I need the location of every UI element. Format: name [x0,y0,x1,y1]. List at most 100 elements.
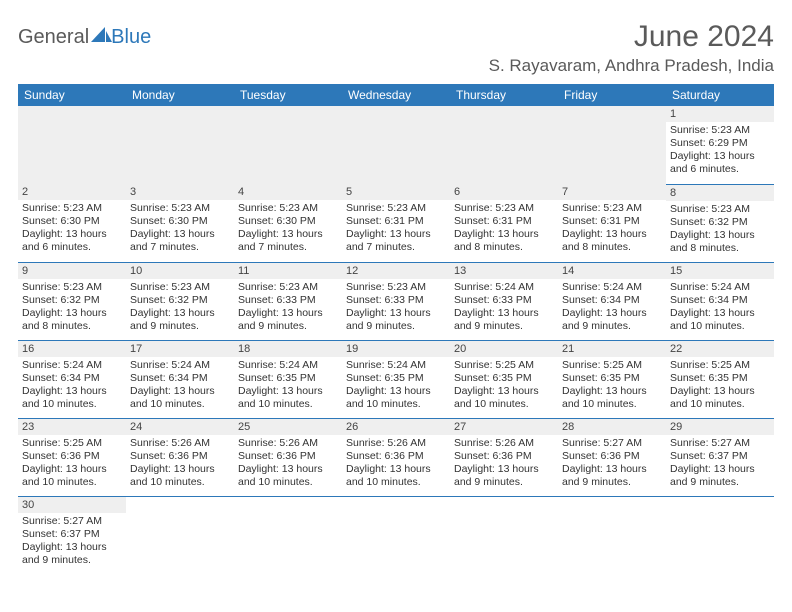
daylight-text: Daylight: 13 hours and 10 minutes. [346,463,446,489]
day-number: 22 [666,341,774,357]
sunset-text: Sunset: 6:33 PM [238,294,338,307]
sunset-text: Sunset: 6:33 PM [454,294,554,307]
calendar-day-cell: 25Sunrise: 5:26 AMSunset: 6:36 PMDayligh… [234,418,342,496]
day-number: 11 [234,263,342,279]
calendar-day-cell: 10Sunrise: 5:23 AMSunset: 6:32 PMDayligh… [126,262,234,340]
sunrise-text: Sunrise: 5:23 AM [562,202,662,215]
calendar-day-cell: 16Sunrise: 5:24 AMSunset: 6:34 PMDayligh… [18,340,126,418]
sunrise-text: Sunrise: 5:23 AM [130,202,230,215]
day-number: 16 [18,341,126,357]
sunrise-text: Sunrise: 5:24 AM [346,359,446,372]
day-details: Sunrise: 5:27 AMSunset: 6:37 PMDaylight:… [666,435,774,494]
calendar-day-cell: .. [666,496,774,574]
daylight-text: Daylight: 13 hours and 6 minutes. [670,150,770,176]
calendar-day-cell: .. [342,496,450,574]
sunrise-text: Sunrise: 5:24 AM [670,281,770,294]
sunset-text: Sunset: 6:32 PM [22,294,122,307]
day-number: 23 [18,419,126,435]
day-details: Sunrise: 5:26 AMSunset: 6:36 PMDaylight:… [342,435,450,494]
daylight-text: Daylight: 13 hours and 7 minutes. [130,228,230,254]
calendar-day-cell: 2Sunrise: 5:23 AMSunset: 6:30 PMDaylight… [18,184,126,262]
calendar-day-cell: 12Sunrise: 5:23 AMSunset: 6:33 PMDayligh… [342,262,450,340]
calendar-day-cell: 14Sunrise: 5:24 AMSunset: 6:34 PMDayligh… [558,262,666,340]
calendar-day-cell: 29Sunrise: 5:27 AMSunset: 6:37 PMDayligh… [666,418,774,496]
calendar-day-cell: .. [342,106,450,184]
sunrise-text: Sunrise: 5:23 AM [22,281,122,294]
calendar-week-row: 30Sunrise: 5:27 AMSunset: 6:37 PMDayligh… [18,496,774,574]
calendar-day-cell: 18Sunrise: 5:24 AMSunset: 6:35 PMDayligh… [234,340,342,418]
calendar-day-cell: 5Sunrise: 5:23 AMSunset: 6:31 PMDaylight… [342,184,450,262]
day-details: Sunrise: 5:25 AMSunset: 6:36 PMDaylight:… [18,435,126,494]
sunset-text: Sunset: 6:37 PM [670,450,770,463]
sunrise-text: Sunrise: 5:23 AM [454,202,554,215]
daylight-text: Daylight: 13 hours and 9 minutes. [562,307,662,333]
day-details: Sunrise: 5:23 AMSunset: 6:29 PMDaylight:… [666,122,774,181]
sunset-text: Sunset: 6:36 PM [238,450,338,463]
day-details: Sunrise: 5:23 AMSunset: 6:30 PMDaylight:… [234,200,342,259]
sunrise-text: Sunrise: 5:26 AM [238,437,338,450]
calendar-day-cell: .. [450,106,558,184]
day-number: 1 [666,106,774,122]
sunrise-text: Sunrise: 5:27 AM [670,437,770,450]
daylight-text: Daylight: 13 hours and 9 minutes. [454,463,554,489]
calendar-day-cell: 20Sunrise: 5:25 AMSunset: 6:35 PMDayligh… [450,340,558,418]
day-details: Sunrise: 5:23 AMSunset: 6:32 PMDaylight:… [126,279,234,338]
daylight-text: Daylight: 13 hours and 10 minutes. [670,307,770,333]
calendar-day-cell: .. [126,106,234,184]
day-details: Sunrise: 5:25 AMSunset: 6:35 PMDaylight:… [666,357,774,416]
daylight-text: Daylight: 13 hours and 10 minutes. [130,463,230,489]
daylight-text: Daylight: 13 hours and 10 minutes. [22,385,122,411]
day-details: Sunrise: 5:24 AMSunset: 6:35 PMDaylight:… [342,357,450,416]
sunset-text: Sunset: 6:37 PM [22,528,122,541]
day-number: 6 [450,184,558,200]
calendar-day-cell: .. [558,106,666,184]
calendar-day-cell: 30Sunrise: 5:27 AMSunset: 6:37 PMDayligh… [18,496,126,574]
weekday-header: Saturday [666,84,774,106]
weekday-header-row: Sunday Monday Tuesday Wednesday Thursday… [18,84,774,106]
day-details: Sunrise: 5:23 AMSunset: 6:33 PMDaylight:… [342,279,450,338]
calendar-day-cell: 9Sunrise: 5:23 AMSunset: 6:32 PMDaylight… [18,262,126,340]
day-number: 28 [558,419,666,435]
day-number: 15 [666,263,774,279]
sunrise-text: Sunrise: 5:24 AM [130,359,230,372]
calendar-day-cell: 8Sunrise: 5:23 AMSunset: 6:32 PMDaylight… [666,184,774,262]
sunset-text: Sunset: 6:34 PM [130,372,230,385]
sunrise-text: Sunrise: 5:24 AM [22,359,122,372]
sunset-text: Sunset: 6:35 PM [238,372,338,385]
sunrise-text: Sunrise: 5:23 AM [670,203,770,216]
sunset-text: Sunset: 6:32 PM [670,216,770,229]
daylight-text: Daylight: 13 hours and 10 minutes. [562,385,662,411]
sunset-text: Sunset: 6:35 PM [454,372,554,385]
day-details: Sunrise: 5:24 AMSunset: 6:34 PMDaylight:… [126,357,234,416]
day-details: Sunrise: 5:26 AMSunset: 6:36 PMDaylight:… [234,435,342,494]
calendar-day-cell: .. [126,496,234,574]
day-number: 5 [342,184,450,200]
day-details: Sunrise: 5:24 AMSunset: 6:34 PMDaylight:… [18,357,126,416]
location: S. Rayavaram, Andhra Pradesh, India [489,56,774,76]
page-header: General Blue June 2024 S. Rayavaram, And… [18,20,774,76]
day-number: 20 [450,341,558,357]
sunrise-text: Sunrise: 5:23 AM [22,202,122,215]
day-number: 13 [450,263,558,279]
daylight-text: Daylight: 13 hours and 10 minutes. [454,385,554,411]
day-number: 4 [234,184,342,200]
day-details: Sunrise: 5:25 AMSunset: 6:35 PMDaylight:… [450,357,558,416]
calendar-day-cell: 17Sunrise: 5:24 AMSunset: 6:34 PMDayligh… [126,340,234,418]
day-number: 19 [342,341,450,357]
sunrise-text: Sunrise: 5:24 AM [454,281,554,294]
weekday-header: Tuesday [234,84,342,106]
sunset-text: Sunset: 6:35 PM [670,372,770,385]
day-details: Sunrise: 5:27 AMSunset: 6:37 PMDaylight:… [18,513,126,572]
logo-text-general: General [18,26,89,49]
day-number: 8 [666,185,774,201]
calendar-day-cell: 4Sunrise: 5:23 AMSunset: 6:30 PMDaylight… [234,184,342,262]
calendar-week-row: 16Sunrise: 5:24 AMSunset: 6:34 PMDayligh… [18,340,774,418]
daylight-text: Daylight: 13 hours and 10 minutes. [238,463,338,489]
daylight-text: Daylight: 13 hours and 6 minutes. [22,228,122,254]
sunset-text: Sunset: 6:31 PM [346,215,446,228]
weekday-header: Wednesday [342,84,450,106]
calendar-day-cell: 1Sunrise: 5:23 AMSunset: 6:29 PMDaylight… [666,106,774,184]
sunset-text: Sunset: 6:35 PM [562,372,662,385]
daylight-text: Daylight: 13 hours and 10 minutes. [22,463,122,489]
day-number: 18 [234,341,342,357]
